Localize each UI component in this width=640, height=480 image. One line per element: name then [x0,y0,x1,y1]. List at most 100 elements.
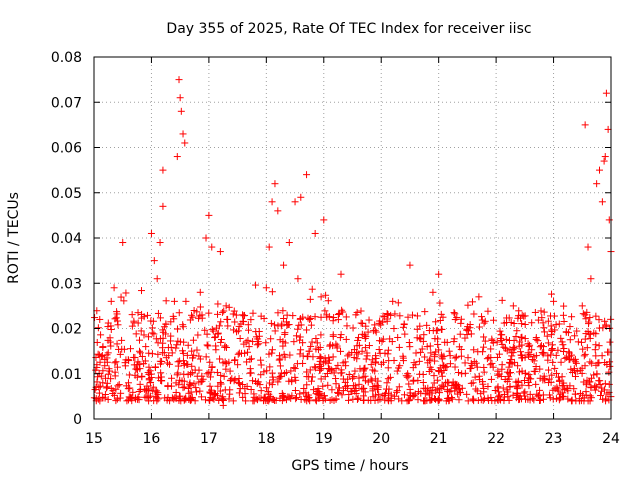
data-point [311,229,319,237]
x-tick-label: 16 [143,431,161,447]
data-point [304,352,312,360]
data-point [194,331,202,339]
data-point [457,352,465,360]
data-point [494,383,502,391]
data-point [124,396,132,404]
data-point [540,308,548,316]
data-point [469,379,477,387]
data-point [262,384,270,392]
data-point [132,365,140,373]
data-point [290,338,298,346]
data-point [530,396,538,404]
data-point [367,361,375,369]
data-point [268,349,276,357]
data-point [154,391,162,399]
data-point [458,370,466,378]
data-point [601,380,609,388]
data-point [440,382,448,390]
data-point [360,331,368,339]
data-point [213,368,221,376]
data-point [371,352,379,360]
data-point [172,388,180,396]
data-point [441,363,449,371]
data-point [303,381,311,389]
data-point [582,315,590,323]
data-point [349,395,357,403]
data-point [120,297,128,305]
data-point [480,395,488,403]
data-point [343,322,351,330]
data-point [576,366,584,374]
data-point [426,355,434,363]
data-point [283,321,291,329]
data-point [551,364,559,372]
data-point [440,367,448,375]
data-point [555,377,563,385]
data-point [526,351,534,359]
data-point [498,365,506,373]
data-point [513,389,521,397]
data-point [114,382,122,390]
data-point [187,370,195,378]
data-point [246,365,254,373]
data-point [306,295,314,303]
data-point [154,339,162,347]
data-point [99,343,107,351]
data-point [117,293,125,301]
data-point [205,368,213,376]
data-point [205,309,213,317]
data-point [487,375,495,383]
data-point [99,379,107,387]
data-point [603,390,611,398]
data-point [210,390,218,398]
data-point [226,367,234,375]
data-point [599,324,607,332]
data-point [149,383,157,391]
data-point [552,321,560,329]
data-point [450,309,458,317]
data-point [520,376,528,384]
data-point [471,373,479,381]
data-point [167,318,175,326]
data-point [262,284,270,292]
data-point [598,352,606,360]
data-point [553,385,561,393]
data-point [332,375,340,383]
data-point [515,307,523,315]
data-point [110,284,118,292]
data-point [96,315,104,323]
data-point [219,401,227,409]
data-point [450,335,458,343]
data-point [280,314,288,322]
data-point [570,366,578,374]
data-point [601,153,609,161]
data-point [558,373,566,381]
data-point [268,369,276,377]
data-point [279,307,287,315]
data-point [179,384,187,392]
data-point [334,388,342,396]
data-point [378,337,386,345]
data-point [399,352,407,360]
data-point [203,330,211,338]
data-point [224,322,232,330]
data-point [500,397,508,405]
y-tick-label: 0.07 [51,95,82,111]
data-point [581,121,589,129]
data-point [362,355,370,363]
data-point [595,342,603,350]
data-point [406,261,414,269]
data-point [174,369,182,377]
data-point [145,333,153,341]
data-point [253,379,261,387]
data-point [501,344,509,352]
y-tick-label: 0.03 [51,276,82,292]
data-point [577,338,585,346]
data-point [117,389,125,397]
data-point [363,349,371,357]
data-point [316,343,324,351]
data-point [344,352,352,360]
data-point [488,359,496,367]
data-point [189,336,197,344]
